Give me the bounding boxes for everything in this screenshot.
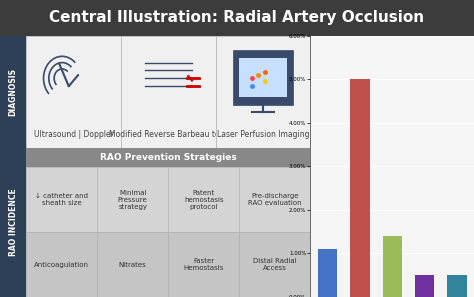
Text: Anticoagulation: Anticoagulation — [34, 262, 89, 268]
FancyBboxPatch shape — [233, 50, 293, 105]
Text: Laser Perfusion Imaging: Laser Perfusion Imaging — [217, 130, 310, 139]
Text: Pre-discharge
RAO evaluation: Pre-discharge RAO evaluation — [248, 193, 302, 206]
Bar — [350, 79, 370, 297]
Text: RAO INCIDENCE: RAO INCIDENCE — [9, 189, 18, 256]
Bar — [415, 275, 434, 297]
Text: Minimal
Pressure
strategy: Minimal Pressure strategy — [118, 190, 147, 210]
Text: DIAGNOSIS: DIAGNOSIS — [9, 68, 18, 116]
Bar — [447, 275, 466, 297]
Text: Nitrates: Nitrates — [119, 262, 146, 268]
Text: Patent
hemostasis
protocol: Patent hemostasis protocol — [184, 190, 224, 210]
Text: Central Illustration: Radial Artery Occlusion: Central Illustration: Radial Artery Occl… — [49, 10, 425, 25]
Text: Modified Reverse Barbeau test: Modified Reverse Barbeau test — [109, 130, 227, 139]
Bar — [239, 58, 287, 97]
Bar — [318, 249, 337, 297]
Text: Ultrasound | Doppler: Ultrasound | Doppler — [34, 130, 113, 139]
Text: Distal Radial
Access: Distal Radial Access — [253, 258, 297, 271]
Text: Faster
Hemostasis: Faster Hemostasis — [183, 258, 224, 271]
Text: ↓ catheter and
sheath size: ↓ catheter and sheath size — [35, 193, 88, 206]
Text: RAO Prevention Strategies: RAO Prevention Strategies — [100, 153, 237, 162]
Bar — [383, 236, 402, 297]
